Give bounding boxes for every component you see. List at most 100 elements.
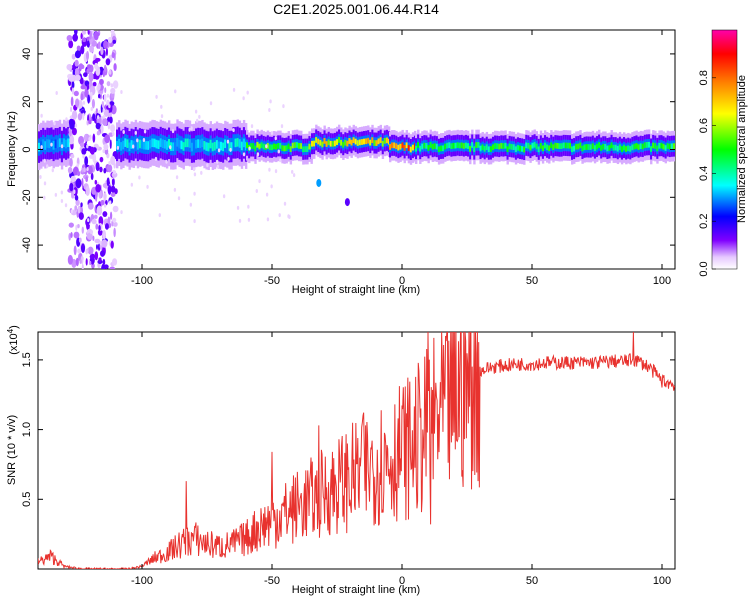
- heatmap-cell: [456, 142, 459, 148]
- noise-blob: [232, 128, 235, 133]
- noise-blob: [80, 45, 85, 55]
- heatmap-cell: [124, 138, 127, 147]
- x-tick-label: 100: [653, 275, 671, 287]
- noise-blob: [104, 134, 111, 144]
- noise-blob: [85, 186, 90, 196]
- noise-blob: [102, 229, 107, 240]
- noise-blob: [242, 152, 246, 157]
- heatmap-cell: [385, 137, 389, 144]
- noise-blob: [106, 93, 110, 98]
- heatmap-cell: [172, 142, 175, 152]
- heatmap-cell: [192, 142, 196, 152]
- noise-blob: [75, 98, 80, 108]
- noise-blob: [103, 64, 107, 72]
- heatmap-cell: [317, 138, 320, 145]
- heatmap-cell: [197, 139, 200, 148]
- spectrogram-panel: -100 -50 0 50 100 -40 -20 0 20 40 Height of stra…: [6, 29, 676, 296]
- noise-blob: [107, 36, 113, 44]
- noise-blob: [95, 223, 99, 230]
- noise-blob: [80, 202, 83, 208]
- noise-blob: [160, 114, 164, 119]
- heatmap-cell: [306, 146, 309, 152]
- heatmap-cell: [211, 142, 215, 152]
- noise-blob: [79, 142, 85, 148]
- heatmap-cell: [308, 143, 311, 150]
- heatmap-cell: [475, 142, 478, 148]
- x-tick-label: 50: [526, 275, 538, 287]
- noise-blob: [198, 114, 201, 119]
- noise-blob: [40, 113, 43, 118]
- heatmap-cell: [407, 145, 411, 151]
- heatmap-cell: [635, 143, 638, 149]
- noise-blob: [75, 224, 78, 231]
- heatmap-cell: [321, 141, 324, 148]
- heatmap-cell: [439, 145, 443, 152]
- noise-blob: [86, 167, 89, 172]
- heatmap-cell: [329, 140, 333, 147]
- noise-blob: [155, 94, 158, 99]
- noise-blob: [106, 177, 110, 187]
- heatmap-cell: [623, 144, 626, 151]
- heatmap-cell: [311, 140, 314, 147]
- heatmap-cell: [514, 146, 518, 153]
- heatmap-cell: [236, 138, 240, 147]
- heatmap-cell: [429, 142, 432, 148]
- noise-blob: [92, 113, 96, 122]
- noise-blob: [74, 205, 78, 211]
- noise-blob: [258, 179, 261, 184]
- noise-blob: [268, 167, 271, 172]
- noise-blob: [108, 161, 111, 166]
- heatmap-cell: [315, 137, 318, 143]
- spectrogram-y-axis-label: Frequency (Hz): [6, 111, 18, 187]
- noise-blob: [90, 172, 94, 181]
- noise-blob: [111, 177, 115, 187]
- snr-y-ticks: 0.5 1.0 1.5: [21, 352, 675, 507]
- noise-blob: [265, 192, 269, 197]
- heatmap-cell: [342, 141, 345, 148]
- noise-blob: [70, 96, 74, 107]
- heatmap-cell: [479, 145, 482, 152]
- noise-blob: [76, 171, 81, 177]
- noise-blob: [193, 172, 197, 177]
- noise-blob: [91, 218, 97, 225]
- heatmap-cell: [389, 144, 392, 150]
- heatmap-cell: [188, 139, 192, 148]
- noise-blob: [68, 76, 75, 82]
- heatmap-cell: [344, 139, 347, 146]
- heatmap-cell: [42, 139, 45, 148]
- heatmap-cell: [350, 139, 353, 146]
- noise-blob: [108, 104, 111, 109]
- noise-blob: [102, 258, 106, 266]
- snr-series-line: [38, 332, 675, 569]
- heatmap-cell: [157, 140, 160, 149]
- noise-blob: [250, 124, 254, 129]
- heatmap-cell: [672, 143, 675, 149]
- x-tick-label: -100: [131, 275, 153, 287]
- noise-blob: [158, 213, 161, 218]
- noise-blob: [100, 199, 105, 206]
- heatmap-cell: [279, 143, 282, 149]
- heatmap-cell: [483, 145, 487, 152]
- heatmap-cell: [491, 144, 495, 151]
- heatmap-cell: [639, 143, 643, 150]
- heatmap-cell: [122, 140, 125, 150]
- noise-blob: [280, 124, 284, 129]
- noise-blob: [92, 235, 95, 241]
- colorbar: 0.0 0.2 0.4 0.6 0.8 Normalized spectral ampl…: [698, 29, 748, 277]
- noise-blob: [86, 40, 90, 48]
- noise-blob: [77, 113, 83, 121]
- noise-blob: [277, 149, 281, 154]
- noise-blob: [79, 77, 84, 85]
- noise-blob: [95, 161, 100, 172]
- noise-blob: [74, 59, 79, 67]
- heatmap-cell: [134, 138, 138, 148]
- noise-blob: [82, 100, 86, 105]
- noise-blob: [266, 217, 270, 222]
- heatmap-cell: [178, 139, 181, 149]
- noise-blob: [94, 251, 99, 261]
- colorbar-gradient: [711, 29, 738, 270]
- noise-blob: [81, 167, 84, 173]
- noise-blob: [103, 143, 109, 151]
- heatmap-cell: [521, 146, 524, 152]
- noise-blob: [175, 175, 179, 180]
